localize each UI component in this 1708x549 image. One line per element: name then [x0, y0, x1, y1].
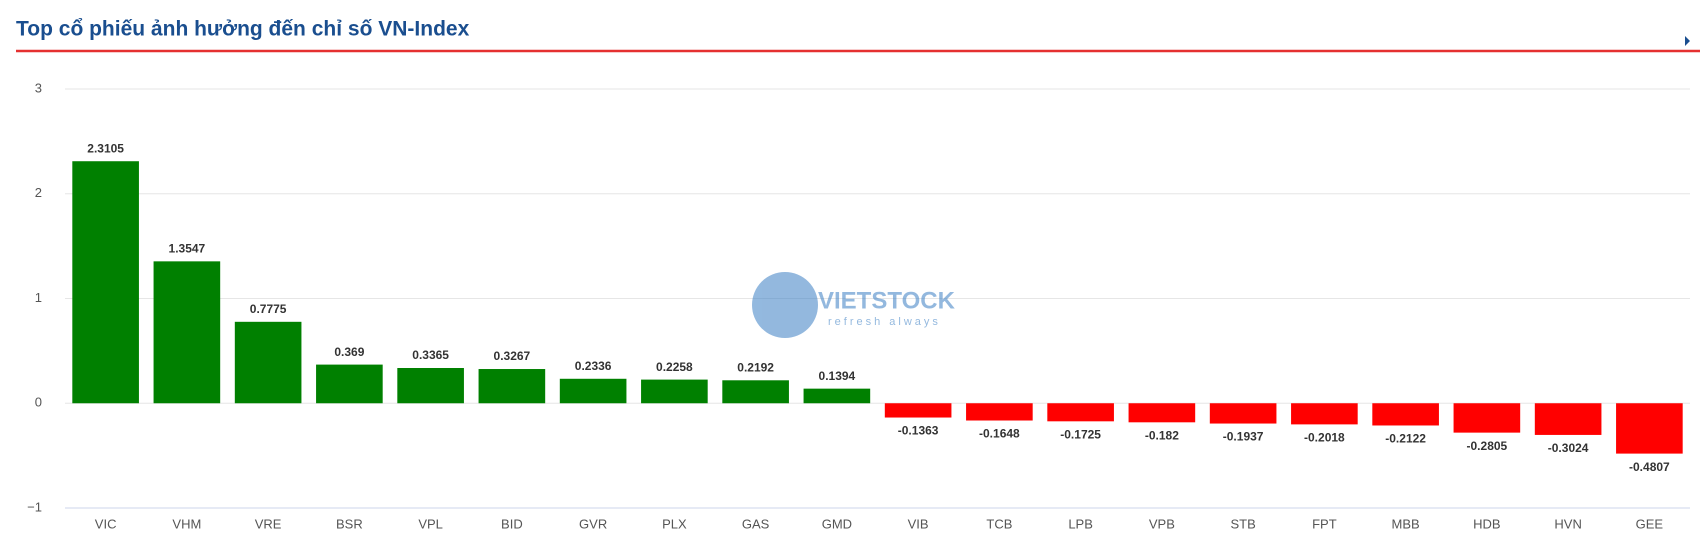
value-label: -0.2805 — [1467, 439, 1508, 453]
x-tick-label: VHM — [172, 516, 201, 531]
x-tick-label: VIB — [908, 516, 929, 531]
bar — [1534, 403, 1602, 435]
y-tick-label: 1 — [35, 290, 42, 305]
bar — [153, 261, 221, 404]
x-tick-label: VPL — [418, 516, 443, 531]
x-tick-label: GEE — [1636, 516, 1664, 531]
value-label: -0.1725 — [1060, 427, 1101, 441]
bar — [1453, 403, 1521, 433]
bar — [559, 378, 627, 404]
bar — [1291, 403, 1358, 425]
x-tick-label: VIC — [95, 516, 117, 531]
x-tick-label: MBB — [1392, 516, 1420, 531]
value-label: -0.1363 — [898, 424, 939, 438]
x-tick-label: VRE — [255, 516, 282, 531]
watermark-logo — [752, 272, 818, 338]
value-label: -0.4807 — [1629, 460, 1670, 474]
more-arrow[interactable] — [1685, 36, 1690, 46]
y-tick-label: −1 — [27, 499, 42, 514]
x-tick-label: GAS — [742, 516, 770, 531]
bar — [1616, 403, 1683, 454]
x-tick-label: BID — [501, 516, 523, 531]
value-label: 1.3547 — [169, 242, 206, 256]
bar — [966, 403, 1033, 421]
value-label: 0.1394 — [819, 369, 856, 383]
x-tick-label: BSR — [336, 516, 363, 531]
watermark-tagline: refresh always — [828, 316, 941, 328]
value-label: 0.369 — [334, 345, 364, 359]
value-label: 0.2192 — [737, 360, 774, 374]
x-tick-label: LPB — [1068, 516, 1093, 531]
x-tick-label: STB — [1230, 516, 1255, 531]
x-tick-label: GMD — [822, 516, 852, 531]
watermark: VIETSTOCK refresh always — [752, 272, 956, 338]
value-label: -0.1648 — [979, 427, 1020, 441]
value-label: 0.2336 — [575, 359, 612, 373]
value-label: 2.3105 — [87, 141, 124, 155]
bar — [72, 161, 139, 404]
bar — [397, 368, 464, 404]
bar — [1372, 403, 1439, 426]
x-tick-label: HDB — [1473, 516, 1500, 531]
value-label: -0.2122 — [1385, 432, 1426, 446]
bar — [478, 369, 546, 404]
bar — [1047, 403, 1114, 422]
x-tick-label: TCB — [986, 516, 1012, 531]
x-tick-label: VPB — [1149, 516, 1175, 531]
value-label: 0.3365 — [412, 348, 449, 362]
x-tick-label: PLX — [662, 516, 687, 531]
chart-title: Top cổ phiếu ảnh hưởng đến chỉ số VN-Ind… — [16, 18, 470, 41]
x-tick-label: GVR — [579, 516, 607, 531]
y-tick-label: 3 — [35, 80, 42, 95]
value-label: -0.1937 — [1223, 430, 1264, 444]
bar — [234, 321, 302, 404]
bar — [884, 403, 952, 418]
value-label: -0.3024 — [1548, 441, 1589, 455]
bar — [1209, 403, 1277, 424]
bar — [722, 380, 789, 404]
bar — [641, 379, 708, 404]
bar — [803, 388, 871, 404]
value-label: -0.182 — [1145, 428, 1179, 442]
y-tick-label: 0 — [35, 395, 42, 410]
x-tick-label: HVN — [1554, 516, 1581, 531]
value-label: 0.3267 — [494, 349, 531, 363]
value-label: 0.2258 — [656, 360, 693, 374]
value-label: 0.7775 — [250, 302, 287, 316]
watermark-brand: VIETSTOCK — [818, 287, 956, 314]
x-tick-label: FPT — [1312, 516, 1337, 531]
bar — [1128, 403, 1196, 423]
bar — [316, 364, 383, 404]
value-label: -0.2018 — [1304, 431, 1345, 445]
y-tick-label: 2 — [35, 185, 42, 200]
